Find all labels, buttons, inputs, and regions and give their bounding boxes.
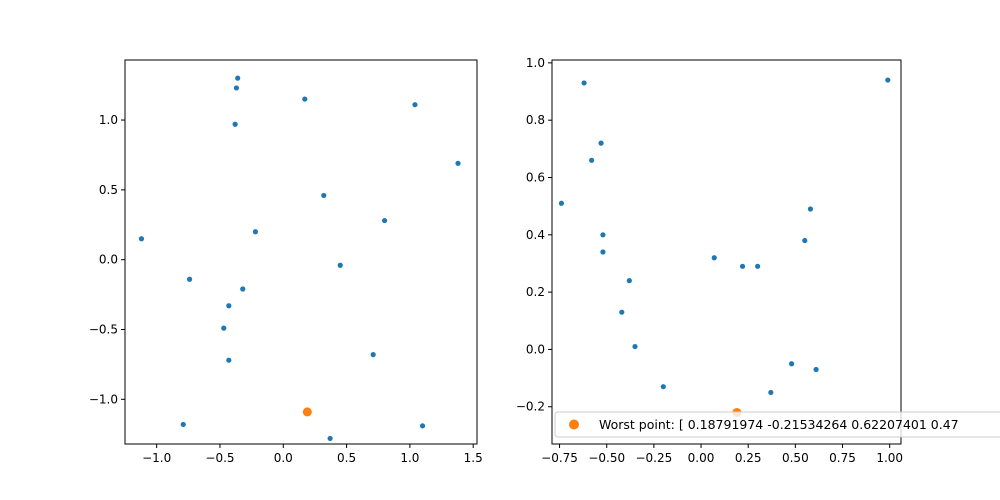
left-scatter-point <box>240 286 246 292</box>
left-scatter-point <box>321 192 327 199</box>
left-worst-point <box>302 407 312 417</box>
left-y-tick-label: −0.5 <box>89 322 118 336</box>
right-scatter-chart: −0.75 −0.50 −0.25 0.00 0.25 0.50 0.75 1.00 −0.2 0… <box>516 56 903 465</box>
right-scatter-point <box>739 263 746 269</box>
right-axis-ticks: −0.75 −0.50 −0.25 0.00 0.25 0.50 0.75 1.00 −0.2 0… <box>516 56 903 465</box>
right-scatter-point <box>589 157 595 163</box>
left-scatter-point <box>455 160 461 166</box>
left-x-tick-label: 1.0 <box>400 451 419 465</box>
left-scatter-point <box>252 229 259 235</box>
left-scatter-point <box>370 352 376 358</box>
right-scatter-point <box>626 278 632 284</box>
right-scatter-point <box>558 200 565 206</box>
right-scatter-point <box>813 366 819 373</box>
legend: Worst point: [ 0.18791974 -0.21534264 0.… <box>554 411 1000 438</box>
legend-box <box>554 411 1000 438</box>
left-y-tick-label: 0.5 <box>99 183 118 197</box>
left-x-tick-label: 0.5 <box>337 451 356 465</box>
left-scatter-point <box>138 236 145 242</box>
left-scatter-point <box>337 262 343 268</box>
right-scatter-point <box>619 309 625 315</box>
right-x-tick-label: 0.00 <box>688 451 715 465</box>
left-y-tick-label: 1.0 <box>99 113 118 127</box>
right-y-tick-label: 0.8 <box>526 113 545 127</box>
right-scatter-point <box>581 80 587 86</box>
left-scatter-point <box>419 423 426 429</box>
left-scatter-point <box>186 276 193 282</box>
right-x-tick-label: −0.25 <box>635 451 672 465</box>
left-scatter-marks <box>138 75 461 442</box>
legend-marker <box>569 419 579 430</box>
right-y-tick-label: 0.6 <box>526 170 545 184</box>
right-y-tick-label: 0.2 <box>526 285 545 299</box>
right-scatter-point <box>600 232 606 238</box>
left-y-tick-label: −1.0 <box>89 392 118 406</box>
left-scatter-point <box>233 85 240 91</box>
right-x-tick-label: 0.25 <box>735 451 762 465</box>
left-scatter-point <box>302 96 308 102</box>
right-plot-frame <box>551 59 902 445</box>
right-scatter-point <box>598 140 604 146</box>
right-scatter-point <box>632 343 638 350</box>
right-y-tick-label: 1.0 <box>526 56 545 70</box>
left-scatter-point <box>226 303 232 309</box>
left-scatter-chart: −1.0 −0.5 0.0 0.5 1.0 1.5 −1.0 −0.5 0.0 0.5 1.0 <box>89 59 483 465</box>
right-x-tick-label: 0.50 <box>782 451 809 465</box>
right-x-tick-label: −0.75 <box>541 451 578 465</box>
left-x-tick-label: −1.0 <box>142 451 171 465</box>
left-scatter-point <box>226 357 232 363</box>
right-scatter-point <box>755 263 761 269</box>
right-scatter-point <box>600 249 606 255</box>
legend-label: Worst point: [ 0.18791974 -0.21534264 0.… <box>599 417 959 432</box>
right-scatter-point <box>660 384 666 390</box>
left-scatter-point <box>232 121 238 127</box>
left-scatter-point <box>327 435 333 442</box>
left-axis-ticks: −1.0 −0.5 0.0 0.5 1.0 1.5 −1.0 −0.5 0.0 0.5 1.0 <box>89 113 483 465</box>
right-scatter-point <box>788 361 795 367</box>
right-scatter-point <box>885 77 891 83</box>
left-x-tick-label: 1.5 <box>464 451 483 465</box>
right-scatter-point <box>768 389 774 396</box>
right-scatter-point <box>807 206 814 212</box>
left-x-tick-label: 0.0 <box>274 451 293 465</box>
right-scatter-point <box>802 237 808 244</box>
left-scatter-point <box>180 421 186 428</box>
right-y-tick-label: 0.0 <box>526 342 545 356</box>
right-x-tick-label: −0.50 <box>588 451 625 465</box>
left-scatter-point <box>221 325 227 331</box>
right-y-tick-label: 0.4 <box>526 228 545 242</box>
left-plot-frame <box>124 59 478 445</box>
right-x-tick-label: 0.75 <box>829 451 856 465</box>
right-x-tick-label: 1.00 <box>876 451 903 465</box>
left-y-tick-label: 0.0 <box>99 253 118 267</box>
right-scatter-point <box>711 255 717 261</box>
left-scatter-point <box>235 75 241 81</box>
left-scatter-point <box>412 102 418 108</box>
right-y-tick-label: −0.2 <box>516 400 545 414</box>
left-scatter-point <box>381 217 388 224</box>
left-x-tick-label: −0.5 <box>205 451 234 465</box>
